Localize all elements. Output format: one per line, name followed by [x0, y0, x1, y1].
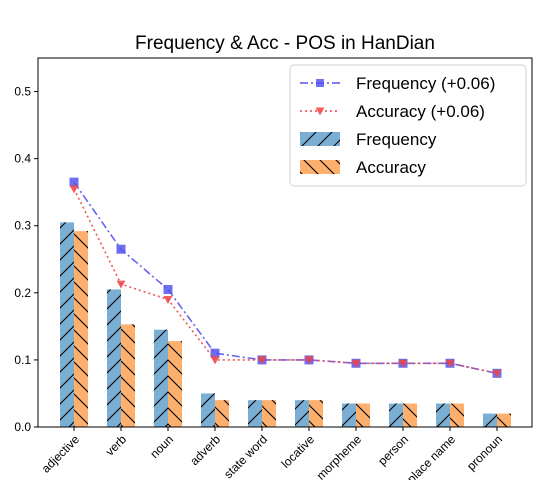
y-tick-label: 0.4 — [14, 152, 31, 166]
bar-frequency — [107, 289, 121, 427]
bar-accuracy — [356, 403, 370, 427]
bar-hatch — [201, 393, 215, 427]
bar-hatch — [168, 341, 182, 427]
x-tick-label: state word — [221, 432, 270, 480]
bar-hatch — [295, 400, 309, 427]
bar-accuracy — [450, 403, 464, 427]
bar-hatch — [121, 324, 135, 427]
point-accuracy — [116, 280, 126, 289]
x-tick-label: morpheme — [314, 432, 365, 480]
bar-accuracy — [215, 400, 229, 427]
point-accuracy — [492, 369, 502, 378]
line-accuracy — [73, 188, 498, 375]
bar-accuracy — [309, 400, 323, 427]
bar-hatch — [389, 403, 403, 427]
chart-title: Frequency & Acc - POS in HanDian — [135, 33, 435, 54]
point-frequency — [163, 284, 173, 294]
bar-frequency — [483, 413, 497, 427]
point-accuracy — [398, 359, 408, 368]
point-accuracy — [69, 185, 79, 194]
legend-label: Frequency (+0.06) — [356, 74, 495, 93]
legend-marker — [316, 79, 324, 87]
bar-hatch — [154, 329, 168, 427]
line-frequency — [73, 181, 498, 375]
bar-hatch — [215, 400, 229, 427]
y-tick-label: 0.5 — [14, 85, 31, 99]
x-tick-label: adverb — [187, 432, 223, 468]
bar-hatch — [356, 403, 370, 427]
legend-label: Accuracy — [356, 158, 426, 177]
point-frequency — [210, 348, 220, 358]
legend-swatch-hatch — [300, 160, 340, 174]
bar-accuracy — [168, 341, 182, 427]
point-accuracy — [445, 359, 455, 368]
point-accuracy — [163, 296, 173, 305]
point-accuracy — [304, 356, 314, 365]
bar-hatch — [60, 222, 74, 427]
bar-frequency — [201, 393, 215, 427]
bar-hatch — [450, 403, 464, 427]
bar-accuracy — [497, 413, 511, 427]
bar-hatch — [342, 403, 356, 427]
point-frequency — [116, 244, 126, 254]
legend-marker — [315, 107, 325, 116]
bar-frequency — [60, 222, 74, 427]
bar-hatch — [483, 413, 497, 427]
legend-label: Accuracy (+0.06) — [356, 102, 485, 121]
bar-hatch — [248, 400, 262, 427]
bar-frequency — [436, 403, 450, 427]
x-tick-label: person — [375, 432, 411, 468]
bar-frequency — [389, 403, 403, 427]
y-tick-label: 0.2 — [14, 286, 31, 300]
bar-hatch — [436, 403, 450, 427]
legend-swatch-hatch — [300, 132, 340, 146]
bar-hatch — [309, 400, 323, 427]
bar-frequency — [295, 400, 309, 427]
point-accuracy — [210, 356, 220, 365]
bar-hatch — [403, 403, 417, 427]
bar-frequency — [342, 403, 356, 427]
legend-box — [289, 64, 527, 187]
x-tick-label: pronoun — [464, 432, 505, 473]
legend-label: Frequency — [356, 130, 437, 149]
bar-accuracy — [121, 324, 135, 427]
legend: Frequency (+0.06) Accuracy (+0.06) Frequen… — [289, 64, 527, 187]
x-tick-label: adjective — [39, 432, 83, 476]
bar-accuracy — [74, 231, 88, 427]
x-tick-label: locative — [278, 432, 317, 471]
point-accuracy — [257, 356, 267, 365]
axes-frame — [37, 57, 533, 428]
bar-hatch — [107, 289, 121, 427]
x-tick-label: place name — [404, 432, 458, 480]
bar-accuracy — [262, 400, 276, 427]
x-tick-label: noun — [147, 432, 176, 461]
bar-frequency — [154, 329, 168, 427]
y-tick-label: 0.3 — [14, 219, 31, 233]
point-accuracy — [351, 359, 361, 368]
x-tick-label: verb — [103, 432, 130, 459]
bar-frequency — [248, 400, 262, 427]
point-frequency — [69, 177, 79, 187]
bar-hatch — [262, 400, 276, 427]
y-tick-label: 0.1 — [14, 353, 31, 367]
bar-hatch — [74, 231, 88, 427]
bar-accuracy — [403, 403, 417, 427]
bar-hatch — [497, 413, 511, 427]
y-tick-label: 0.0 — [14, 420, 31, 434]
